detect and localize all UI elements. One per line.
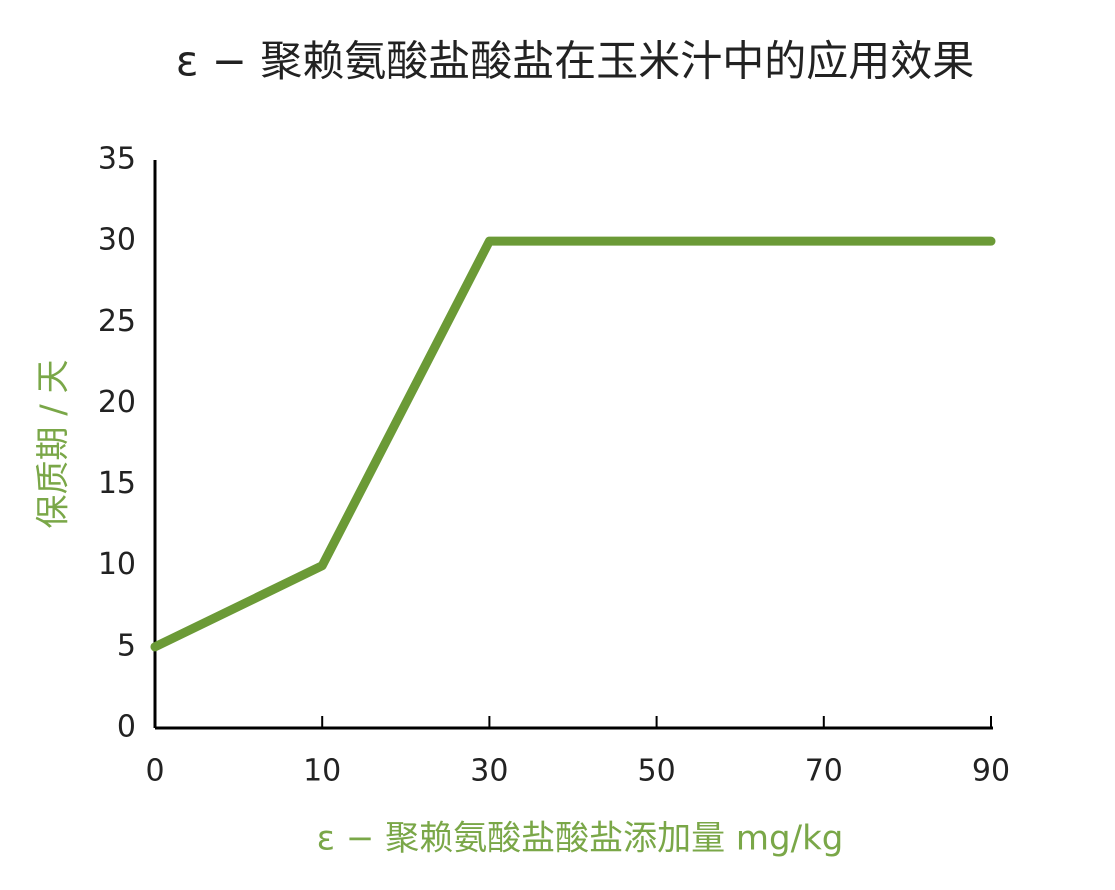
y-tick-label: 30 <box>98 223 136 258</box>
x-tick-label: 90 <box>972 754 1010 789</box>
y-tick-label: 15 <box>98 466 136 501</box>
line <box>150 236 996 652</box>
x-tick-label: 10 <box>303 754 341 789</box>
x-axis-label: ε − 聚赖氨酸盐酸盐添加量 mg/kg <box>317 819 844 859</box>
y-tick-label: 20 <box>98 385 136 420</box>
x-tick-label: 30 <box>470 754 508 789</box>
chart-title: ε − 聚赖氨酸盐酸盐在玉米汁中的应用效果 <box>176 37 975 86</box>
y-tick-label: 35 <box>98 142 136 177</box>
y-tick-label: 5 <box>117 628 136 663</box>
y-tick-label: 0 <box>117 710 136 745</box>
x-tick-label: 70 <box>805 754 843 789</box>
x-tick-label: 0 <box>145 754 164 789</box>
x-tick-label: 50 <box>638 754 676 789</box>
y-tick-label: 10 <box>98 547 136 582</box>
y-tick-label: 25 <box>98 304 136 339</box>
y-axis-label: 保质期 / 天 <box>34 359 74 528</box>
